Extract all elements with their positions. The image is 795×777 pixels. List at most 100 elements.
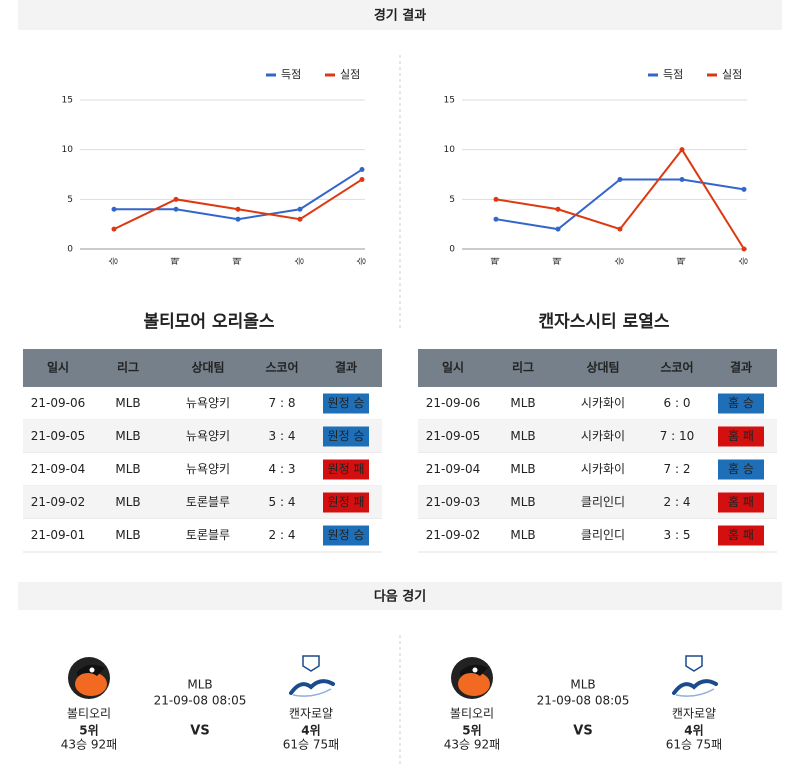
team-name: 캔자로얄 [289,706,333,721]
cell: MLB [115,462,140,476]
cell: 뉴욕양키 [186,462,230,476]
cell: 21-09-03 [426,495,480,509]
cell: 2 : 4 [269,528,296,542]
column-header: 일시 [47,361,69,375]
team-logo [302,655,320,672]
legend-label: 득점 [281,68,301,81]
result-label: 홈 승 [728,396,754,410]
cell: 7 : 10 [660,429,695,443]
team-logo [672,679,718,695]
table-row [23,453,382,486]
result-badge [323,492,369,513]
cell: MLB [115,495,140,509]
vs: VS [190,724,209,739]
table-row [23,519,382,552]
header-title: 경기 결과 [374,8,426,24]
point [741,246,747,252]
team-name: 볼티오리 [450,707,494,721]
result-label: 홈 패 [728,429,754,443]
point [555,206,561,212]
legend-label: 실점 [722,68,742,81]
team-rank: 5위 [462,724,481,738]
point [679,176,685,182]
column-header: 결과 [335,360,357,375]
team-name: 캔자로얄 [672,706,716,721]
table-header [418,349,777,387]
table-header [23,349,382,387]
team-record: 43승 92패 [61,738,117,752]
point [235,216,241,222]
point [111,226,117,232]
cell: MLB [510,495,535,509]
table-row [418,453,777,486]
result-label: 원정 승 [328,528,365,542]
result-badge [718,393,764,414]
y-tick-label: 10 [62,145,74,155]
cell: MLB [115,429,140,443]
column-header: 상대팀 [191,360,224,375]
cell: 5 : 4 [269,495,296,509]
x-tick-label: 패 [233,257,244,265]
column-header: 스코어 [660,360,693,375]
datetime: 21-09-08 08:05 [537,694,630,708]
point [297,216,303,222]
column-header: 일시 [442,361,464,375]
point [617,176,623,182]
y-tick-label: 5 [67,195,73,205]
cell: 토론블루 [186,495,230,509]
legend-label: 득점 [663,68,683,81]
x-tick-label: 패 [677,257,688,265]
point [493,216,499,222]
point [235,206,241,212]
result-label: 원정 패 [328,495,365,509]
team-logo [685,655,703,672]
result-label: 원정 승 [328,396,365,410]
table-row [23,420,382,453]
cell: 클리인디 [581,495,625,509]
team-record: 43승 92패 [444,738,500,752]
point [617,226,623,232]
cell: MLB [510,462,535,476]
x-tick-label: 승 [109,257,120,265]
team-logo [89,667,95,673]
point [555,226,561,232]
column-header: 결과 [730,360,752,375]
cell: 21-09-04 [426,462,480,476]
cell: 토론블루 [186,528,230,542]
point [359,167,365,173]
cell: 21-09-02 [426,528,480,542]
point [111,206,117,212]
cell: 6 : 0 [664,396,691,410]
point [173,196,179,202]
cell: 4 : 3 [269,462,296,476]
x-tick-label: 패 [553,257,564,265]
cell: MLB [510,528,535,542]
column-header: 상대팀 [586,360,619,375]
y-tick-label: 0 [449,245,455,255]
result-label: 홈 패 [728,528,754,542]
cell: 3 : 5 [664,528,691,542]
cell: 2 : 4 [664,495,691,509]
cell: 21-09-05 [426,429,480,443]
cell: 21-09-04 [31,462,85,476]
team-logo [675,688,715,697]
y-tick-label: 15 [444,96,455,106]
cell: 7 : 2 [664,462,691,476]
point [173,206,179,212]
y-tick-label: 5 [449,195,455,205]
point [679,147,685,153]
x-tick-label: 승 [357,257,368,265]
datetime: 21-09-08 08:05 [154,694,247,708]
cell: 시카화이 [581,462,625,476]
next-game-title: 다음 경기 [374,589,426,605]
point [359,176,365,182]
cell: 클리인디 [581,528,625,542]
legend-label: 실점 [340,68,360,81]
team-logo [292,688,332,697]
y-tick-label: 0 [67,245,73,255]
league: MLB [570,678,595,692]
result-badge [718,426,764,447]
cell: 21-09-06 [426,396,480,410]
cell: 7 : 8 [269,396,296,410]
cell: MLB [115,396,140,410]
